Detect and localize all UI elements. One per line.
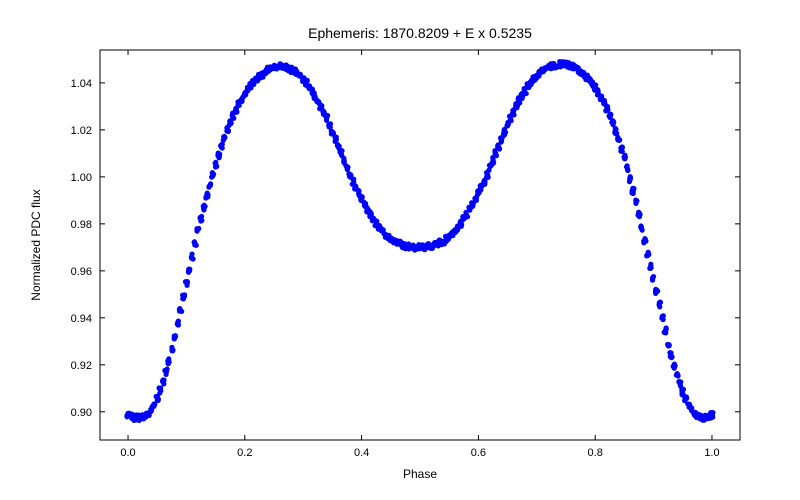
svg-text:0.2: 0.2: [237, 447, 252, 459]
svg-text:1.02: 1.02: [71, 125, 92, 137]
x-axis-label: Phase: [403, 467, 437, 481]
chart-title: Ephemeris: 1870.8209 + E x 0.5235: [308, 25, 532, 41]
y-axis-label: Normalized PDC flux: [29, 189, 43, 300]
svg-text:0.4: 0.4: [354, 447, 369, 459]
svg-text:0.6: 0.6: [471, 447, 486, 459]
svg-text:1.04: 1.04: [71, 78, 92, 90]
chart-svg: 0.0 0.2 0.4 0.6 0.8 1.0 0.90 0.92 0.94 0.96 0.98 1.…: [0, 0, 800, 500]
svg-text:1.00: 1.00: [71, 172, 92, 184]
svg-text:0.96: 0.96: [71, 266, 92, 278]
svg-text:0.90: 0.90: [71, 407, 92, 419]
svg-text:0.94: 0.94: [71, 313, 92, 325]
svg-text:0.98: 0.98: [71, 219, 92, 231]
light-curve-chart: 0.0 0.2 0.4 0.6 0.8 1.0 0.90 0.92 0.94 0.96 0.98 1.…: [0, 0, 800, 500]
svg-text:0.0: 0.0: [120, 447, 135, 459]
svg-text:1.0: 1.0: [704, 447, 719, 459]
svg-text:0.92: 0.92: [71, 360, 92, 372]
svg-text:0.8: 0.8: [588, 447, 603, 459]
